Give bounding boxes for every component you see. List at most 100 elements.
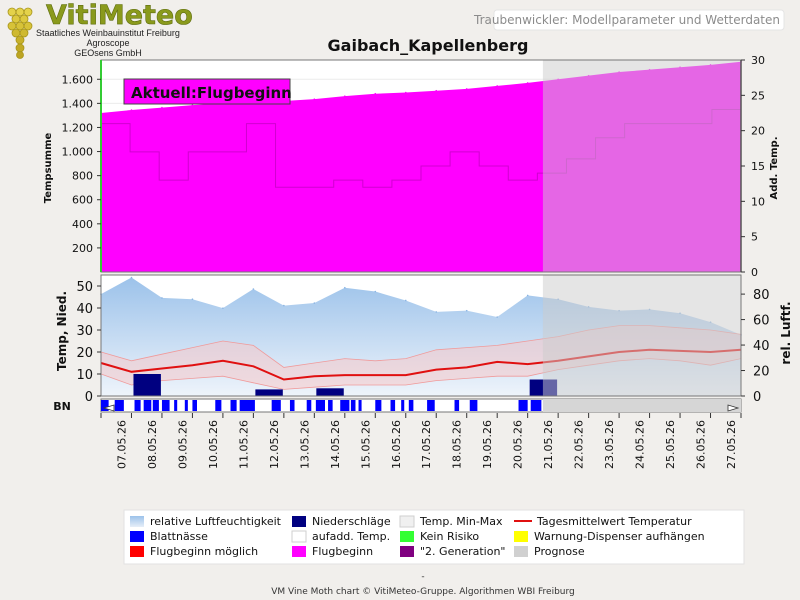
- humidity-point: [191, 298, 194, 301]
- blattnaesse-bar: [454, 400, 460, 411]
- precipitation-bar: [133, 374, 161, 396]
- tempsum-point: [191, 104, 194, 106]
- precipitation-bar: [255, 389, 283, 396]
- blattnaesse-bar: [469, 400, 478, 411]
- blattnaesse-bar: [289, 400, 295, 411]
- partner-geosens: GEOsens GmbH: [74, 48, 142, 58]
- humidity-point: [130, 276, 133, 279]
- blattnaesse-bar: [390, 400, 396, 411]
- tempsum-point: [313, 98, 316, 100]
- prognosis-shade-bn: [542, 399, 741, 412]
- status-annotation-text: Aktuell:Flugbeginn: [131, 84, 292, 102]
- temp-tick-label: 50: [76, 280, 93, 295]
- add-temp-tick-label: 5: [751, 231, 758, 244]
- footer-copyright: VM Vine Moth chart © VitiMeteo-Gruppe. A…: [271, 587, 575, 597]
- legend-swatch: [292, 546, 306, 557]
- status-annotation-box: [123, 78, 291, 105]
- tempsum-point: [526, 82, 529, 84]
- x-tick-label: 13.05.26: [298, 420, 311, 469]
- tempsum-tick-label: 400: [72, 218, 93, 231]
- legend-item-label: Prognose: [534, 545, 585, 558]
- temp-tick-label: 20: [76, 346, 93, 361]
- legend-item-label: Flugbeginn möglich: [150, 545, 258, 558]
- x-tick-label: 24.05.26: [634, 420, 647, 469]
- blattnaesse-bar: [174, 400, 178, 411]
- subtitle-box: Traubenwickler: Modellparameter und Wett…: [473, 9, 785, 31]
- blattnaesse-bar: [143, 400, 152, 411]
- humidity-point: [252, 288, 255, 290]
- add-temp-tick-label: 10: [751, 195, 765, 208]
- add-temp-tick-label: 30: [751, 54, 765, 67]
- x-tick-label: 22.05.26: [573, 420, 586, 469]
- blattnaesse-bar: [230, 400, 237, 411]
- x-tick-label: 08.05.26: [146, 420, 159, 469]
- x-tick-label: 14.05.26: [329, 420, 342, 469]
- blattnaesse-bar: [427, 400, 435, 411]
- precipitation-bar: [316, 388, 344, 396]
- legend-swatch: [130, 531, 144, 542]
- x-axis: 07.05.26 08.05.26 09.05.26 10.05.26 11.05.26…: [100, 413, 742, 469]
- humidity-point: [161, 297, 163, 299]
- add-temp-tick-label: 25: [751, 89, 765, 102]
- humidity-tick-label: 60: [753, 314, 770, 329]
- tempsum-tick-label: 200: [72, 242, 93, 255]
- add-temp-axis-label: Add. Temp.: [769, 137, 780, 200]
- legend-swatch: [400, 546, 414, 557]
- legend-swatch: [130, 546, 144, 557]
- humidity-tick-label: 20: [753, 365, 770, 380]
- legend-item-label: Kein Risiko: [420, 530, 479, 543]
- blattnaesse-bar: [134, 400, 141, 411]
- humidity-point: [404, 299, 407, 302]
- tempsum-point: [435, 89, 438, 92]
- tempsum-point: [465, 88, 468, 90]
- blattnaesse-bar: [271, 400, 281, 411]
- tempsum-tick-label: 1.400: [62, 97, 94, 110]
- legend-item-label: Tagesmittelwert Temperatur: [536, 515, 692, 528]
- legend-item-label: Niederschläge: [312, 515, 391, 528]
- humidity-tick-label: 80: [753, 288, 770, 303]
- legend-item-label: Flugbeginn: [312, 545, 373, 558]
- blattnaesse-bar: [328, 400, 333, 411]
- tempsum-point: [161, 106, 163, 109]
- humidity-point: [465, 309, 468, 312]
- humidity-tick-label: 40: [753, 339, 770, 354]
- blattnaesse-bar: [152, 400, 159, 411]
- blattnaesse-bar: [306, 400, 312, 411]
- temp-tick-label: 0: [85, 390, 93, 405]
- blattnaesse-bar: [530, 400, 542, 411]
- x-tick-label: 12.05.26: [268, 420, 281, 469]
- humidity-point: [496, 316, 498, 318]
- prognosis-shade-top: [542, 60, 741, 272]
- legend-item-label: relative Luftfeuchtigkeit: [150, 515, 282, 528]
- luftfeuchte-axis-label: rel. Luftf.: [779, 301, 793, 364]
- blattnaesse-bar: [350, 400, 356, 411]
- tempsum-point: [496, 85, 498, 87]
- logo: VitiMeteo Staatliches Weinbauinstitut Fr…: [7, 0, 193, 59]
- blattnaesse-bar: [101, 400, 109, 411]
- humidity-point: [283, 304, 285, 307]
- tempsum-tick-label: 1.600: [62, 73, 94, 86]
- chart-title: Gaibach_Kapellenberg: [328, 36, 529, 55]
- humidity-point: [374, 290, 377, 293]
- add-temp-tick-label: 20: [751, 125, 765, 138]
- scroll-left-icon: [102, 404, 115, 412]
- blattnaesse-bar: [315, 400, 325, 411]
- legend-swatch: [292, 516, 306, 527]
- blattnaesse-bar: [161, 400, 170, 411]
- legend-item-label: Blattnässe: [150, 530, 208, 543]
- blattnaesse-bar: [375, 400, 382, 411]
- x-tick-label: 16.05.26: [390, 420, 403, 469]
- blattnaesse-bar: [358, 400, 362, 411]
- legend: relative Luftfeuchtigkeit Niederschläge Te…: [123, 509, 745, 565]
- legend-item-label: "2. Generation": [420, 545, 505, 558]
- blattnaesse-bar: [184, 400, 188, 411]
- grape-logo-icon: [7, 7, 33, 59]
- tempsum-plot: 200 400 600 800 1.000 1.200 1.400 1.600 0 5 10 15 20…: [62, 54, 766, 279]
- temp-niederschlag-axis-label: Temp, Nied.: [55, 291, 69, 371]
- humidity-point: [526, 294, 529, 297]
- tempsum-tick-label: 1.000: [62, 146, 94, 159]
- x-tick-label: 27.05.26: [725, 420, 738, 469]
- tempsum-tick-label: 800: [72, 170, 93, 183]
- x-tick-label: 17.05.26: [420, 420, 433, 469]
